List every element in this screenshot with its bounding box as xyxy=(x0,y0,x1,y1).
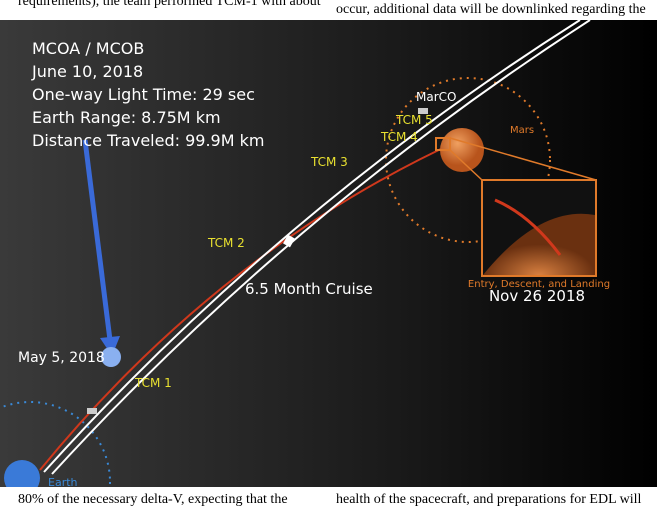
paragraph-text: occur, additional data will be downlinke… xyxy=(336,2,646,17)
arrow-head xyxy=(100,336,120,356)
mars-orbit xyxy=(385,77,551,243)
mars-label: Mars xyxy=(510,125,534,136)
info-line: MCOA / MCOB xyxy=(32,39,144,58)
launch-date: May 5, 2018 xyxy=(18,350,105,366)
cruise-label: 6.5 Month Cruise xyxy=(245,280,373,298)
figure: MCOA / MCOB June 10, 2018 One-way Light Ti… xyxy=(0,20,657,487)
edl-date: Nov 26 2018 xyxy=(489,287,585,305)
zoom-box xyxy=(435,137,451,151)
paragraph-text: health of the spacecraft, and preparatio… xyxy=(336,492,642,507)
tcm-label: TCM 3 xyxy=(310,155,348,169)
mars-surface xyxy=(483,213,595,275)
marco-trajectory xyxy=(43,20,581,473)
paragraph-text: requirements), the team performed TCM-1 … xyxy=(18,0,321,9)
earth-orbit xyxy=(0,401,111,487)
earth-label: Earth xyxy=(48,476,78,487)
paragraph-text: 80% of the necessary delta-V, expecting … xyxy=(18,492,288,507)
info-line: Earth Range: 8.75M km xyxy=(32,108,221,127)
tcm-label: TCM 4 xyxy=(380,130,418,144)
tcm-label: TCM 1 xyxy=(134,376,172,390)
marco-label: MarCO xyxy=(416,90,456,104)
zoom-line xyxy=(449,149,483,181)
info-line: Distance Traveled: 99.9M km xyxy=(32,131,264,150)
earth xyxy=(4,460,40,487)
marco-craft xyxy=(87,408,97,414)
info-line: June 10, 2018 xyxy=(31,62,143,81)
marco-craft xyxy=(418,108,428,114)
pointer-arrow xyxy=(82,139,113,341)
tcm-label: TCM 2 xyxy=(207,236,245,250)
zoom-line xyxy=(449,137,597,181)
tcm-label: TCM 5 xyxy=(395,113,433,127)
marco-trajectory xyxy=(51,20,591,475)
edl-label: Entry, Descent, and Landing xyxy=(468,279,610,290)
entry-path xyxy=(494,198,562,256)
info-line: One-way Light Time: 29 sec xyxy=(32,85,255,104)
spacecraft xyxy=(283,234,295,248)
position-marker xyxy=(101,347,121,367)
